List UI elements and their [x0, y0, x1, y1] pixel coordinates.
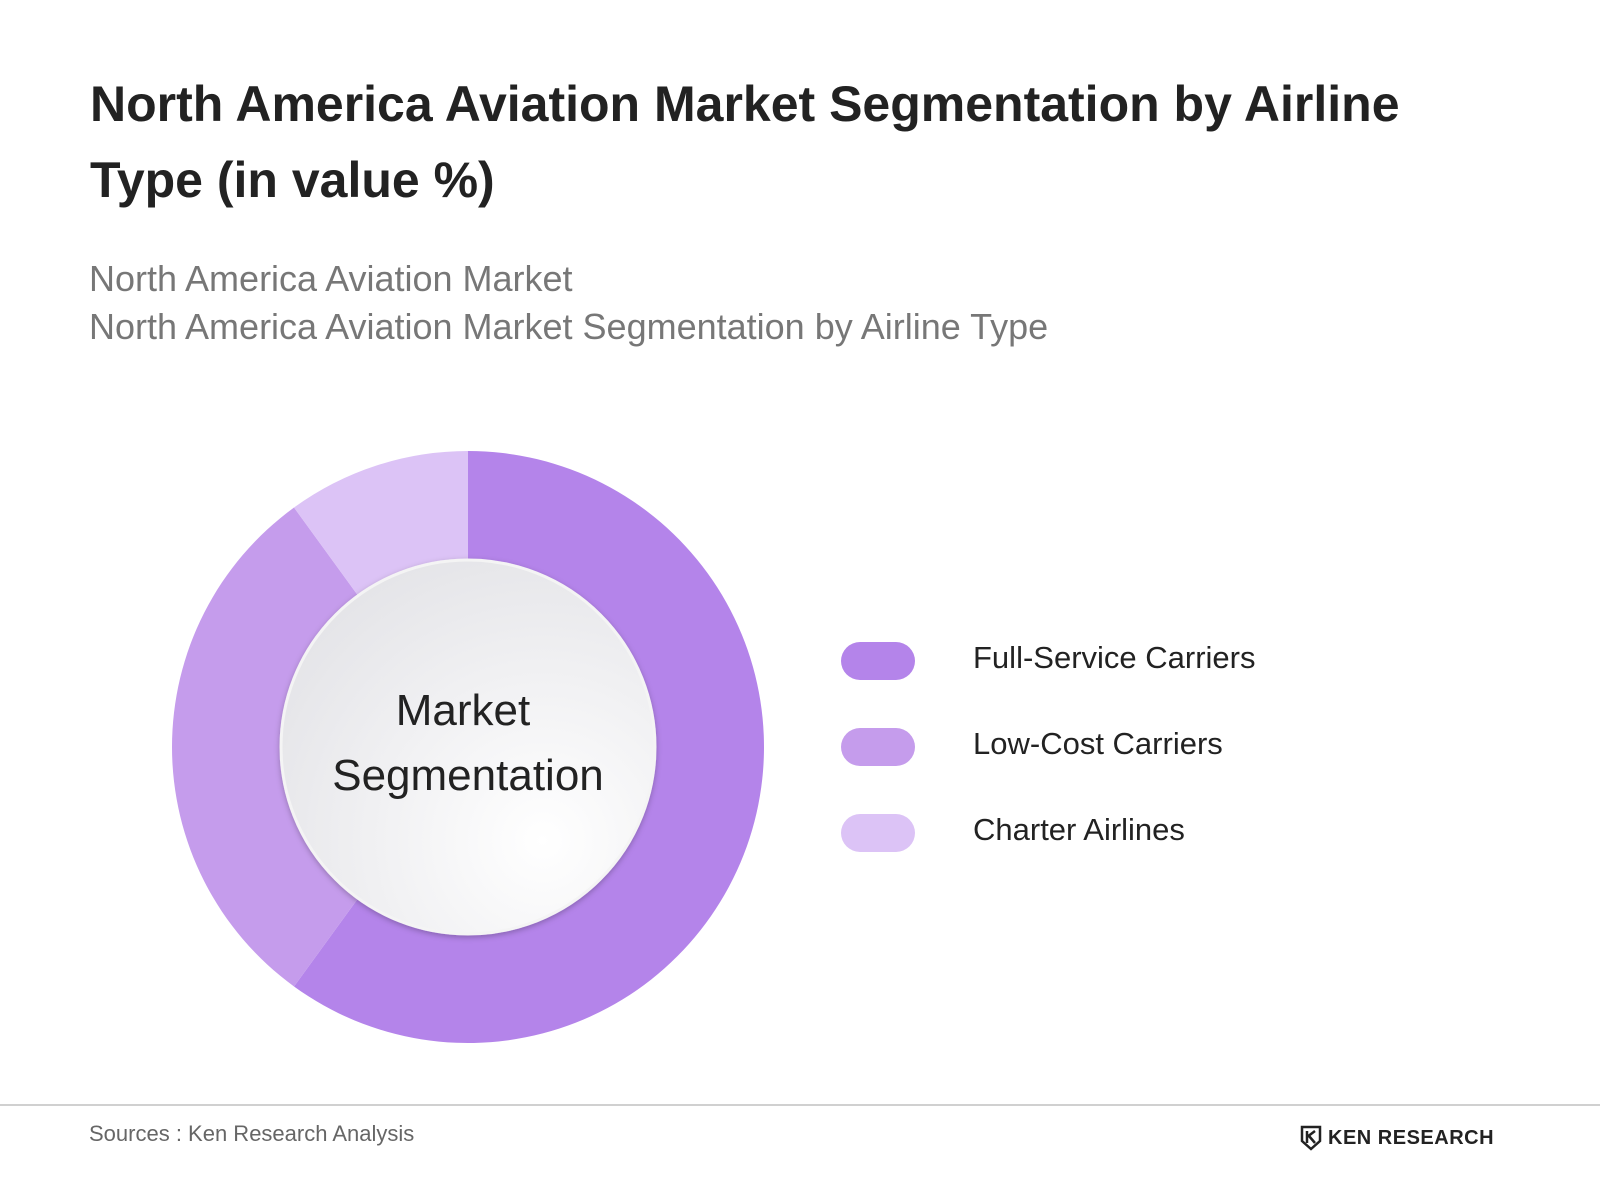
legend-item-full-service: Full-Service Carriers: [841, 640, 1541, 680]
ken-research-logo: KEN RESEARCH: [1300, 1125, 1494, 1151]
legend-swatch: [841, 814, 915, 852]
legend-swatch: [841, 728, 915, 766]
logo-text: KEN RESEARCH: [1328, 1126, 1495, 1149]
donut-chart: Market Segmentation: [171, 451, 764, 1043]
center-label-line-1: Market: [396, 686, 530, 735]
legend-swatch: [841, 642, 915, 680]
donut-center: [279, 558, 657, 936]
subtitle-market: North America Aviation Market: [89, 258, 573, 299]
page-title: North America Aviation Market Segmentati…: [90, 76, 1400, 208]
legend-item-charter: Charter Airlines: [841, 812, 1541, 852]
legend-item-low-cost: Low-Cost Carriers: [841, 726, 1541, 766]
sources-note: Sources : Ken Research Analysis: [89, 1121, 415, 1146]
subtitle-segmentation: North America Aviation Market Segmentati…: [89, 306, 1049, 347]
center-label-line-2: Segmentation: [332, 751, 604, 800]
legend-label: Charter Airlines: [973, 812, 1185, 847]
footer-divider: [0, 1104, 1600, 1106]
legend-label: Low-Cost Carriers: [973, 726, 1223, 761]
legend-label: Full-Service Carriers: [973, 640, 1256, 675]
ken-research-logo-icon: [1300, 1125, 1322, 1151]
